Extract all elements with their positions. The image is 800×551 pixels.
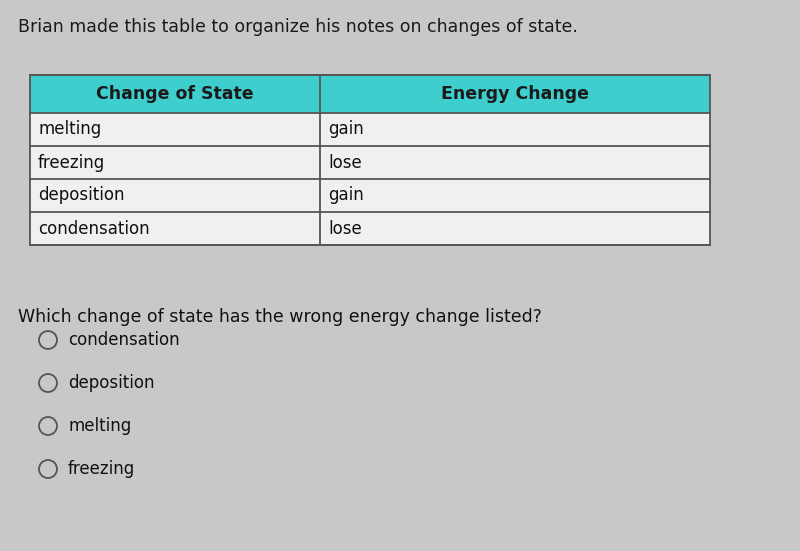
Text: lose: lose <box>328 219 362 237</box>
Bar <box>30 179 710 212</box>
Text: gain: gain <box>328 121 364 138</box>
Bar <box>30 212 710 245</box>
Bar <box>30 113 710 146</box>
Text: condensation: condensation <box>68 331 180 349</box>
Text: melting: melting <box>38 121 102 138</box>
Bar <box>30 146 710 179</box>
Text: deposition: deposition <box>38 186 125 204</box>
Bar <box>30 75 710 113</box>
Text: Change of State: Change of State <box>96 85 254 103</box>
Text: melting: melting <box>68 417 131 435</box>
Text: gain: gain <box>328 186 364 204</box>
Text: freezing: freezing <box>38 154 106 171</box>
Text: Energy Change: Energy Change <box>441 85 589 103</box>
Text: freezing: freezing <box>68 460 135 478</box>
Text: condensation: condensation <box>38 219 150 237</box>
Text: lose: lose <box>328 154 362 171</box>
Text: Which change of state has the wrong energy change listed?: Which change of state has the wrong ener… <box>18 308 542 326</box>
Text: deposition: deposition <box>68 374 154 392</box>
Text: Brian made this table to organize his notes on changes of state.: Brian made this table to organize his no… <box>18 18 578 36</box>
